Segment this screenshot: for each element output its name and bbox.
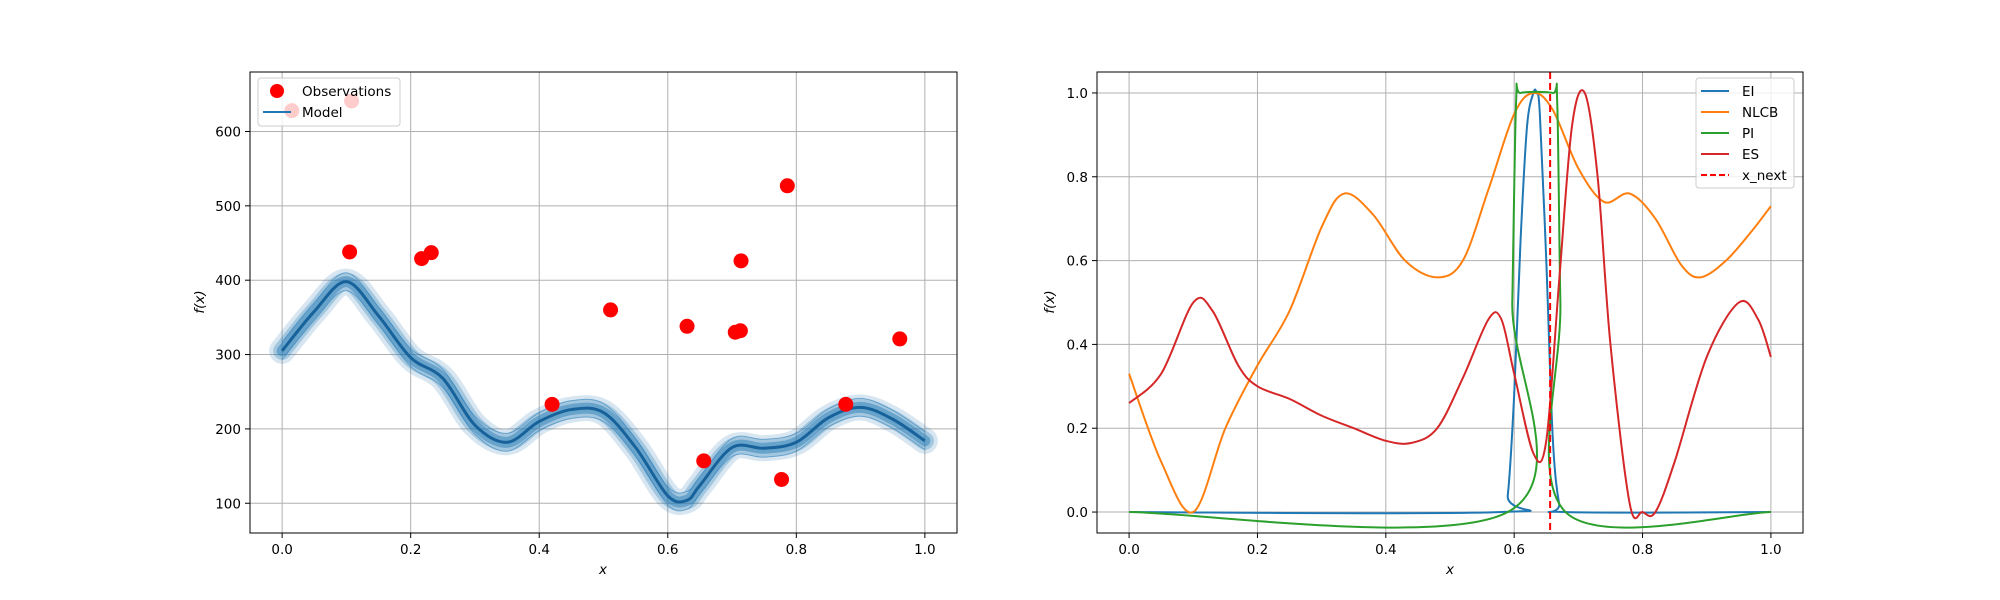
observation-point <box>679 318 695 334</box>
left-legend-box <box>257 77 401 127</box>
y-tick-label: 0.8 <box>1067 170 1088 186</box>
right-y-ticks: 0.0 0.2 0.4 0.6 0.8 1.0 <box>1067 86 1097 521</box>
left-y-axis-label: f(x) <box>192 290 208 313</box>
x-tick-label: 0.8 <box>786 542 807 558</box>
left-x-axis-label: x <box>598 562 608 578</box>
x-tick-label: 0.2 <box>1247 542 1268 558</box>
x-tick-label: 0.8 <box>1632 542 1653 558</box>
left-axes-frame <box>249 71 958 534</box>
left-legend: Observations Model <box>257 77 401 127</box>
legend-observations-marker <box>270 84 284 98</box>
observation-point <box>603 302 619 318</box>
observation-point <box>696 453 712 469</box>
y-tick-label: 0.2 <box>1067 421 1088 437</box>
left-y-ticks: 100 200 300 400 500 600 <box>215 124 250 512</box>
legend-pi-label: PI <box>1742 126 1754 142</box>
x-tick-label: 0.0 <box>1118 542 1139 558</box>
left-grid <box>250 72 957 533</box>
legend-nlcb-label: NLCB <box>1742 105 1778 121</box>
right-x-axis-label: x <box>1445 562 1455 578</box>
x-tick-label: 1.0 <box>1760 542 1781 558</box>
observation-point <box>838 396 854 412</box>
legend-x-next-label: x_next <box>1742 168 1787 184</box>
x-tick-label: 0.2 <box>400 542 421 558</box>
x-tick-label: 0.0 <box>271 542 292 558</box>
model-line <box>280 280 926 504</box>
observation-point <box>892 331 908 347</box>
x-tick-label: 0.6 <box>657 542 678 558</box>
legend-ei-label: EI <box>1742 84 1755 100</box>
series-line-nlcb <box>1128 91 1772 514</box>
right-legend-box <box>1695 77 1795 189</box>
right-axes-frame <box>1096 71 1804 534</box>
right-x-ticks: 0.0 0.2 0.4 0.6 0.8 1.0 <box>1118 533 1782 558</box>
right-y-axis-label: f(x) <box>1042 290 1058 313</box>
y-tick-label: 1.0 <box>1067 86 1088 102</box>
observation-point <box>774 471 790 487</box>
model-line-group <box>280 280 926 504</box>
y-tick-label: 100 <box>215 496 241 512</box>
legend-model-label: Model <box>302 105 343 121</box>
series-line-pi <box>1129 82 1771 529</box>
observation-point <box>732 323 748 339</box>
model-band-lower <box>281 290 926 512</box>
observation-point <box>779 178 795 194</box>
model-band-upper <box>281 272 926 494</box>
x-tick-label: 0.4 <box>1375 542 1396 558</box>
y-tick-label: 0.0 <box>1067 505 1088 521</box>
series-line-es <box>1128 89 1772 520</box>
y-tick-label: 0.6 <box>1067 254 1088 270</box>
observation-point <box>423 245 439 261</box>
observation-point <box>544 396 560 412</box>
y-tick-label: 200 <box>215 422 241 438</box>
y-tick-label: 300 <box>215 348 241 364</box>
right-series-group <box>1128 82 1772 529</box>
y-tick-label: 600 <box>215 124 241 140</box>
y-tick-label: 500 <box>215 199 241 215</box>
x-tick-label: 0.6 <box>1503 542 1524 558</box>
right-legend: EI NLCB PI ES x_next <box>1695 77 1795 189</box>
legend-es-label: ES <box>1742 147 1759 163</box>
x-tick-label: 1.0 <box>914 542 935 558</box>
y-tick-label: 400 <box>215 273 241 289</box>
observation-point <box>733 253 749 269</box>
left-x-ticks: 0.0 0.2 0.4 0.6 0.8 1.0 <box>271 533 936 558</box>
legend-observations-label: Observations <box>302 84 391 100</box>
y-tick-label: 0.4 <box>1067 337 1088 353</box>
x-tick-label: 0.4 <box>528 542 549 558</box>
observation-point <box>342 244 358 260</box>
right-plot: 0.0 0.2 0.4 0.6 0.8 1.0 0.00.20.40.60.81.0 x … <box>1042 71 1804 578</box>
